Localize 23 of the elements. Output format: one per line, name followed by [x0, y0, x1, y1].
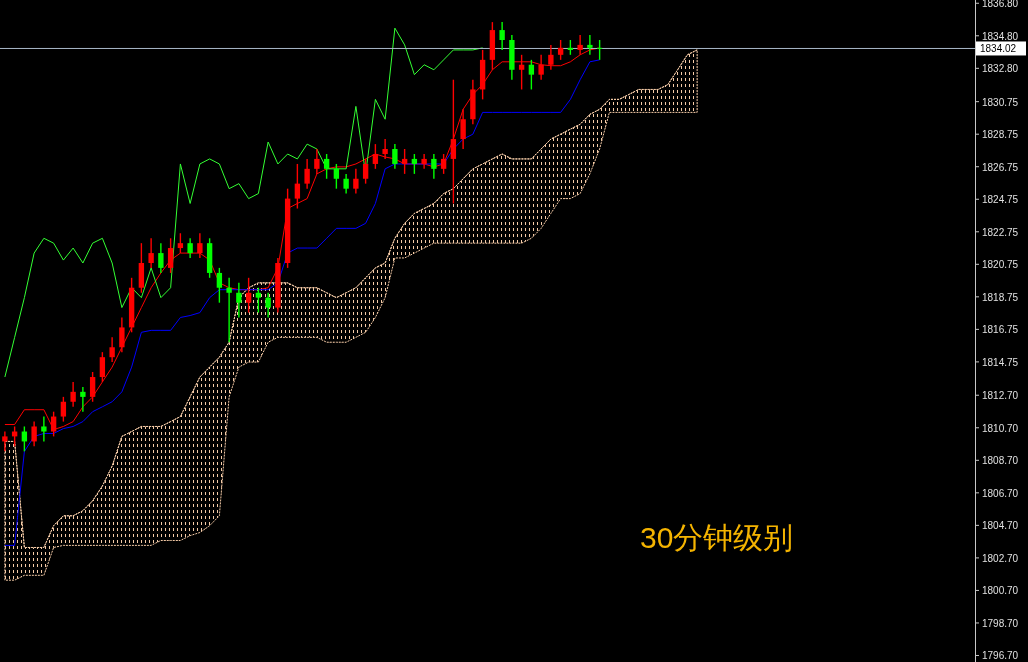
y-tick-label: 1828.75	[982, 129, 1019, 141]
y-tick-label: 1824.75	[982, 194, 1019, 206]
y-tick-label: 1836.80	[982, 0, 1019, 10]
y-tick-label: 1796.70	[982, 650, 1019, 662]
y-tick-label: 1802.70	[982, 552, 1019, 564]
y-tick-label: 1800.70	[982, 585, 1019, 597]
y-tick-label: 1818.75	[982, 291, 1019, 303]
annotation: 30分钟级别	[640, 521, 794, 554]
y-tick-label: 1832.80	[982, 63, 1019, 75]
y-tick-label: 1820.75	[982, 259, 1019, 271]
y-tick-label: 1834.80	[982, 30, 1019, 42]
y-tick-label: 1812.70	[982, 390, 1019, 402]
y-tick-label: 1822.75	[982, 226, 1019, 238]
y-tick-label: 1816.75	[982, 324, 1019, 336]
ref-line-label: 1834.02	[980, 43, 1017, 55]
y-tick-label: 1810.70	[982, 422, 1019, 434]
y-tick-label: 1804.70	[982, 520, 1019, 532]
y-tick-label: 1798.70	[982, 617, 1019, 629]
y-tick-label: 1806.70	[982, 487, 1019, 499]
y-tick-label: 1808.70	[982, 455, 1019, 467]
y-tick-label: 1814.75	[982, 356, 1019, 368]
y-tick-label: 1826.75	[982, 161, 1019, 173]
y-tick-label: 1830.75	[982, 96, 1019, 108]
